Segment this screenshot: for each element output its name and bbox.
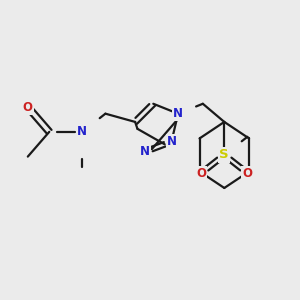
Text: O: O [242, 167, 252, 180]
Text: S: S [220, 148, 229, 161]
Text: N: N [167, 135, 176, 148]
Text: O: O [196, 167, 206, 180]
Text: N: N [173, 107, 183, 120]
Text: N: N [77, 125, 87, 138]
Text: O: O [23, 100, 33, 114]
Text: N: N [140, 145, 150, 158]
